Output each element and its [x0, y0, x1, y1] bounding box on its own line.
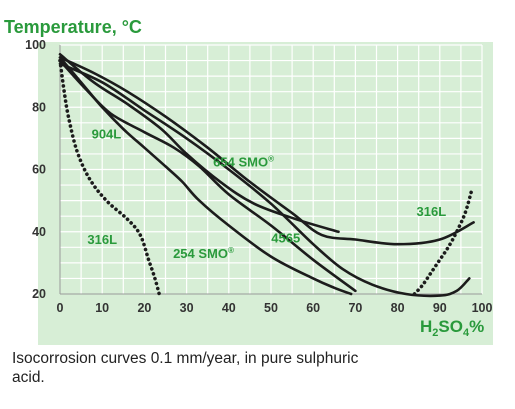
- series-line-654-smo-3: [58, 56, 475, 246]
- y-tick-label: 100: [25, 38, 46, 52]
- isocorrosion-chart: 0 10 20 30 40 50 60 70 80 90 100 20 40 60 80 100 904L 65…: [4, 17, 493, 345]
- x-tick-label: 30: [180, 301, 194, 315]
- x-tick-label: 40: [222, 301, 236, 315]
- y-tick-label: 40: [32, 225, 46, 239]
- x-tick-label: 80: [391, 301, 405, 315]
- curve-label-654-smo: 654 SMO®: [213, 154, 274, 169]
- gridlines: [60, 44, 483, 294]
- y-tick-label: 20: [32, 287, 46, 301]
- tick-labels: 0 10 20 30 40 50 60 70 80 90 100 20 40 60 80 100: [25, 38, 492, 315]
- series-line-316l-1: [412, 189, 474, 296]
- curve-labels: 904L 654 SMO® 316L 316L 4565 254 SMO®: [87, 126, 446, 261]
- x-tick-label: 20: [137, 301, 151, 315]
- series-curves: [58, 53, 475, 298]
- y-axis-title: Temperature, °C: [4, 17, 142, 37]
- series-line-unlabeled-6: [58, 53, 340, 234]
- x-tick-label: 70: [348, 301, 362, 315]
- curve-label-4565: 4565: [271, 231, 300, 246]
- y-tick-label: 80: [32, 100, 46, 114]
- x-tick-label: 10: [95, 301, 109, 315]
- series-line-4565-5: [58, 62, 471, 298]
- curve-label-904l: 904L: [92, 126, 122, 141]
- chart-canvas: 0 10 20 30 40 50 60 70 80 90 100 20 40 60 80 100 904L 65…: [4, 17, 493, 345]
- x-tick-label: 0: [57, 301, 64, 315]
- x-axis-title: H2SO4%: [420, 317, 484, 339]
- x-tick-label: 60: [306, 301, 320, 315]
- x-tick-label: 50: [264, 301, 278, 315]
- chart-caption: Isocorrosion curves 0.1 mm/year, in pure…: [12, 350, 359, 386]
- x-tick-label: 90: [433, 301, 447, 315]
- x-tick-label: 100: [472, 301, 493, 315]
- series-line-316l-0: [58, 58, 161, 296]
- curve-label-316l: 316L: [87, 232, 117, 247]
- curve-label-316l: 316L: [417, 204, 447, 219]
- series-line-254-smo-4: [58, 56, 353, 296]
- y-tick-label: 60: [32, 163, 46, 177]
- curve-label-254-smo: 254 SMO®: [173, 246, 234, 261]
